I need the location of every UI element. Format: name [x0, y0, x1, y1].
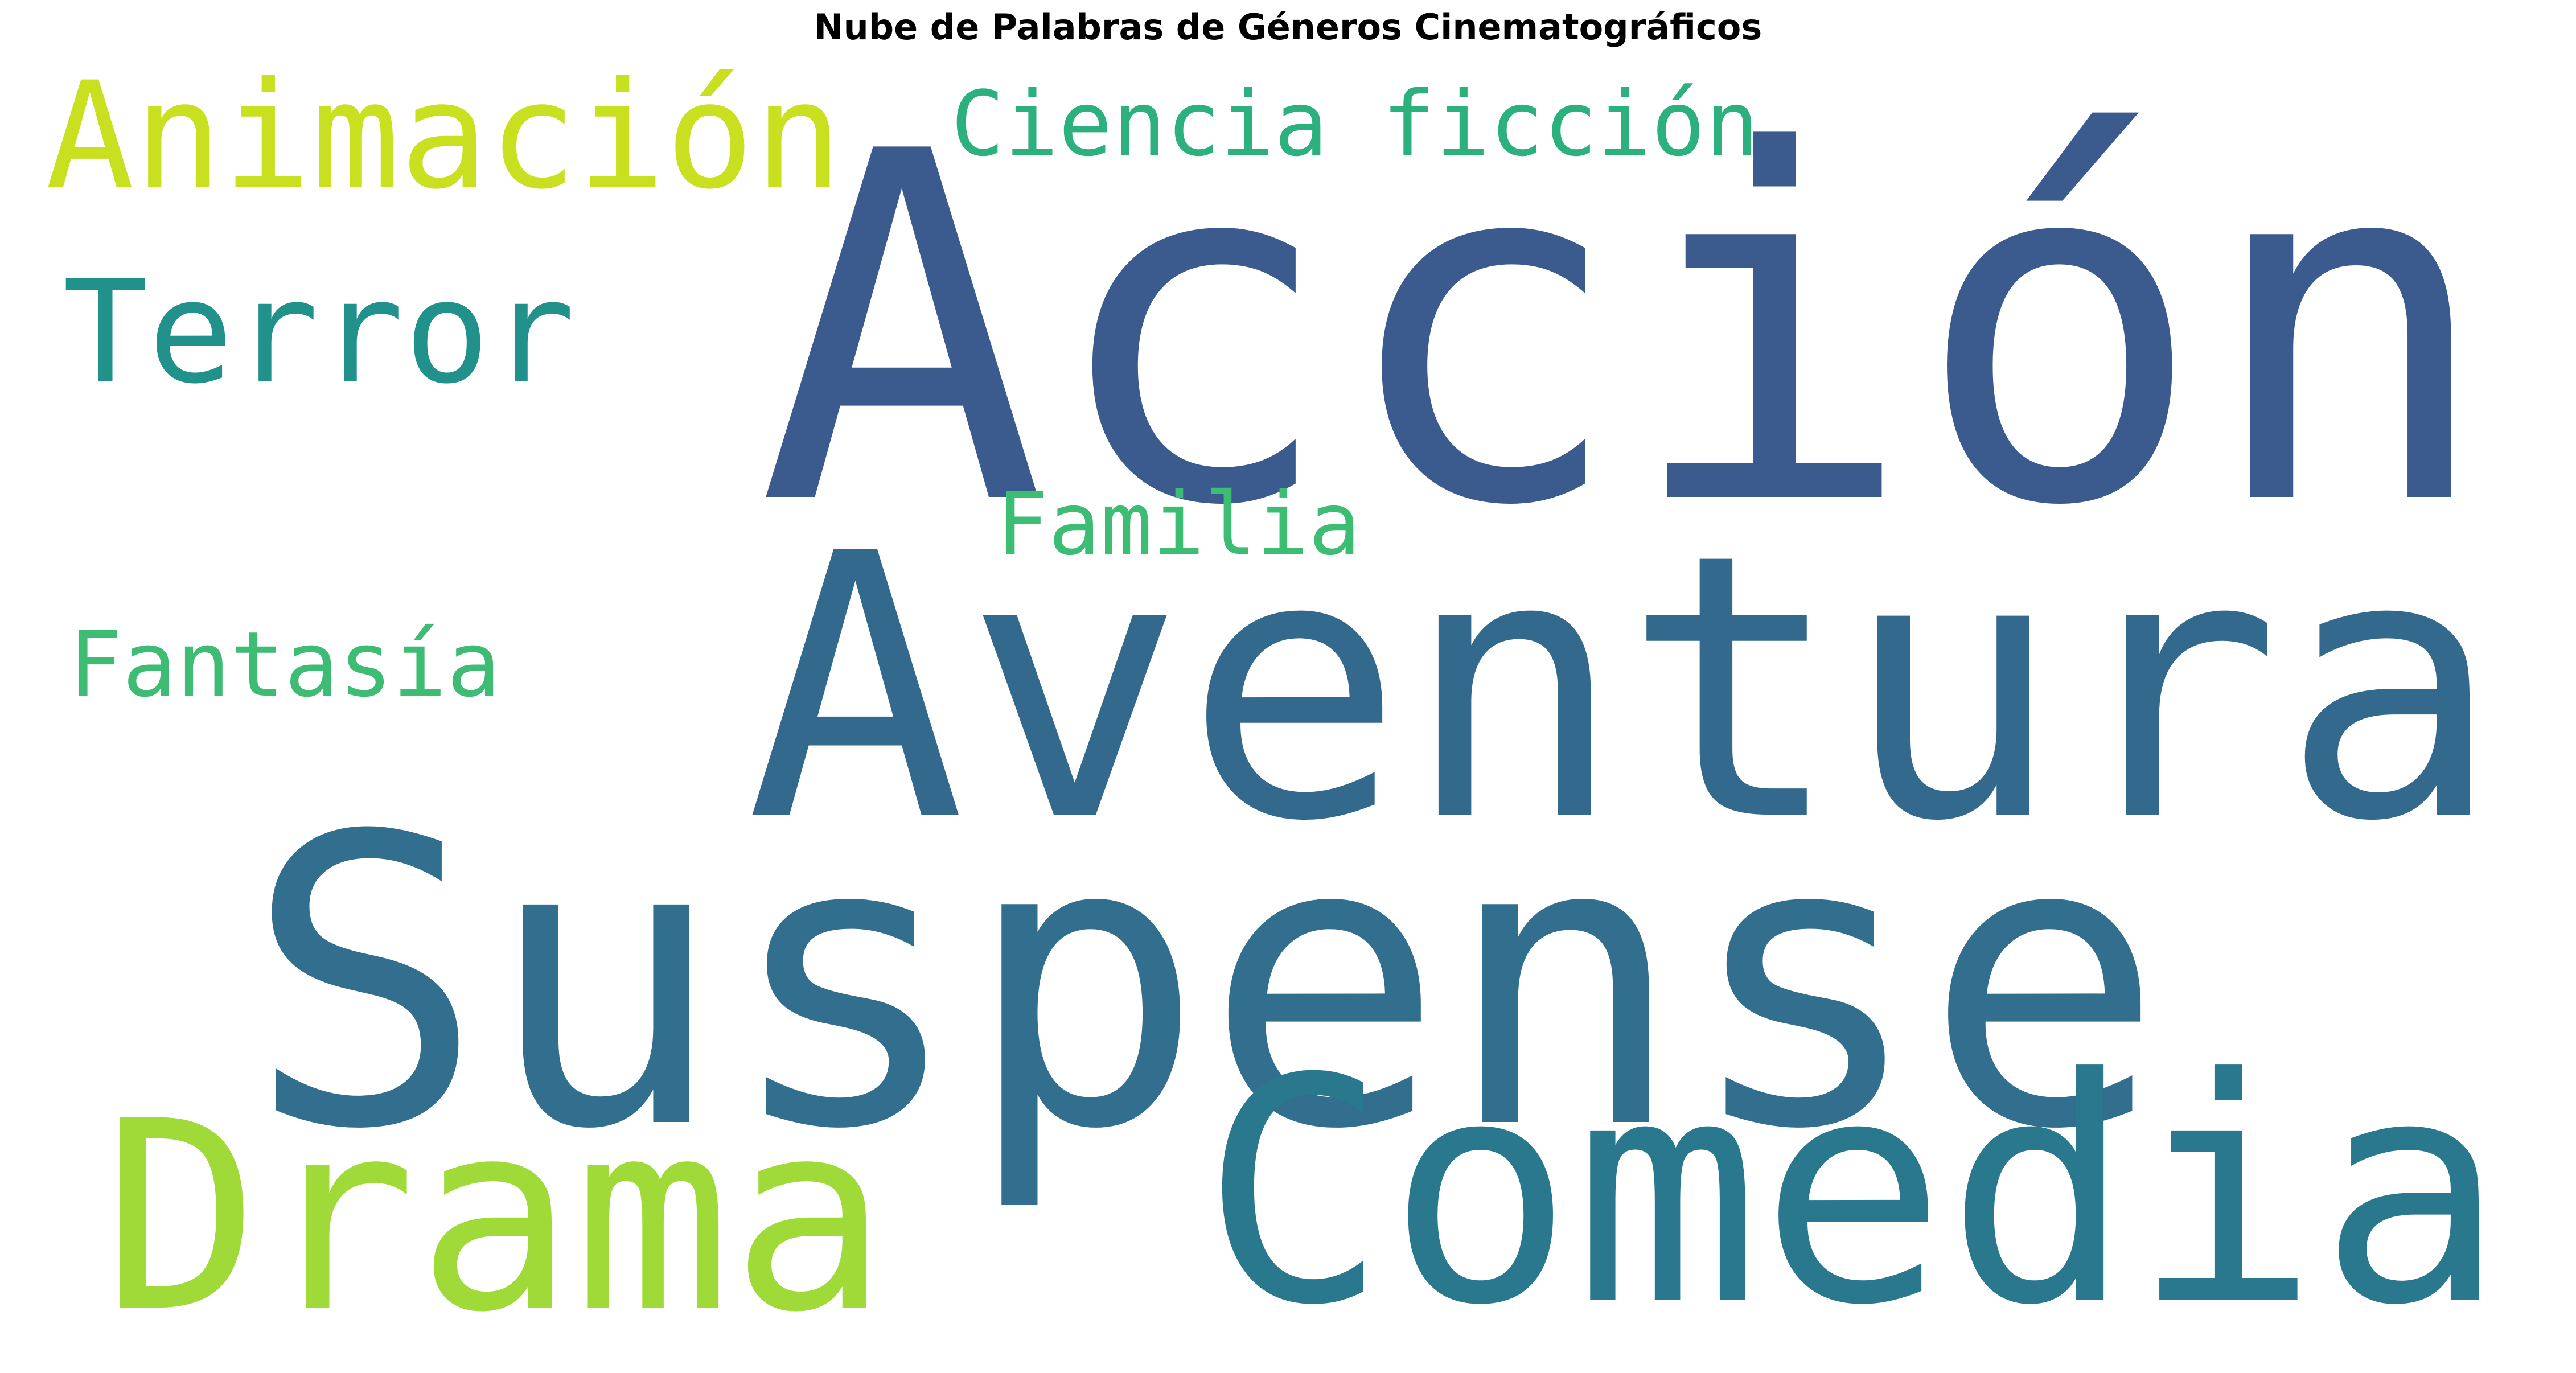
word-terror: Terror [63, 250, 576, 415]
word-fantasia: Fantasía [68, 613, 501, 717]
word-comedia: Comedia [1201, 1013, 2505, 1373]
word-accion: Acción [757, 51, 2494, 611]
word-familia: Familia [996, 474, 1361, 574]
word-suspense: Suspense [245, 753, 2164, 1216]
chart-title: Nube de Palabras de Géneros Cinematográf… [814, 6, 1762, 48]
word-animacion: Animación [46, 50, 843, 221]
word-drama: Drama [102, 1065, 889, 1370]
word-aventura: Aventura [746, 476, 2501, 901]
word-ciencia-ficcion: Ciencia ficción [951, 72, 1760, 176]
